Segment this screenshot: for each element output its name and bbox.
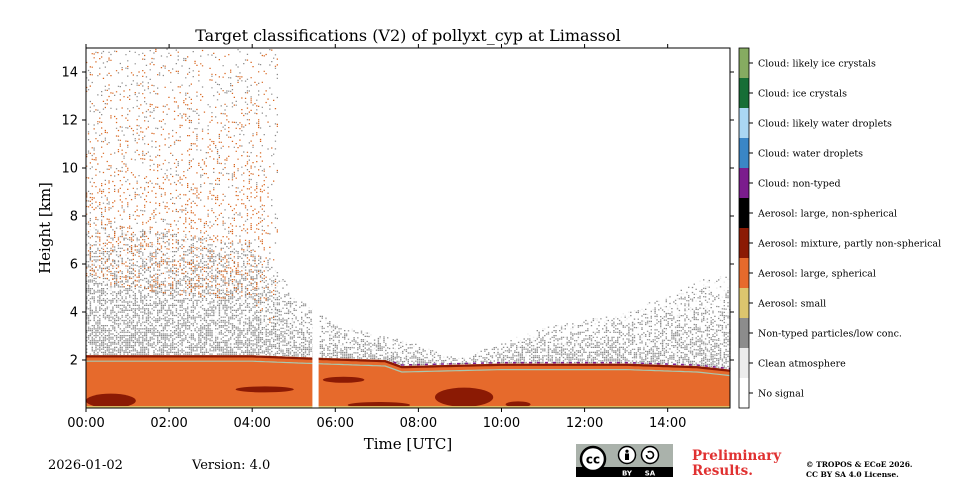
legend-label: Non-typed particles/low conc. [758,329,902,340]
version-label: Version: 4.0 [192,458,271,473]
aerosol-mixture-patch [86,393,136,408]
x-tick-label: 08:00 [400,416,437,431]
y-tick-label: 4 [70,306,78,321]
legend-swatch [739,78,749,108]
by-icon-head [625,449,629,453]
legend-swatch [739,48,749,78]
legend-swatch [739,138,749,168]
legend-label: Cloud: water droplets [758,149,863,160]
cc-icon-text: cc [586,453,600,467]
legend-label: Cloud: non-typed [758,179,841,190]
data-gap [312,48,319,408]
legend-label: No signal [758,389,804,400]
small-aerosol-edge [86,360,731,377]
aerosol-mixture-patch [505,401,531,408]
legend-swatch [739,318,749,348]
y-tick-label: 2 [70,354,78,369]
legend-label: Aerosol: mixture, partly non-spherical [757,239,941,250]
copyright-line-2: CC BY SA 4.0 License. [806,470,899,479]
y-tick-label: 8 [70,210,78,225]
chart-title: Target classifications (V2) of pollyxt_c… [195,26,621,45]
x-tick-label: 00:00 [67,416,104,431]
cloud-non-typed-edge [393,361,731,370]
aerosol-mixture-patch [435,387,494,407]
legend-label: Cloud: ice crystals [758,89,847,100]
legend-label: Aerosol: large, non-spherical [757,209,897,220]
y-tick-label: 6 [70,258,78,273]
copyright-note: © TROPOS & ECoE 2026. CC BY SA 4.0 Licen… [806,460,913,480]
aerosol-small-ground-strip [86,406,730,408]
legend-swatch [739,228,749,258]
by-label: BY [622,470,633,478]
non-typed-pixels [86,48,731,371]
class-colorbar-legend: No signal Clean atmosphere Non-typed parti… [738,47,941,409]
legend-swatch [739,198,749,228]
aerosol-large-spherical-layer [86,355,730,408]
preliminary-results-note: Preliminary Results. [692,449,781,479]
aerosol-mixture-patch [322,376,365,383]
boundary-layer [86,48,731,408]
x-axis-label: Time [UTC] [364,435,453,453]
preliminary-line-1: Preliminary [692,448,782,464]
badge-lower-strip [576,467,673,477]
legend-swatch [739,168,749,198]
x-tick-label: 02:00 [150,416,187,431]
x-tick-label: 14:00 [649,416,686,431]
plot-background [86,48,730,408]
date-label: 2026-01-02 [48,458,123,473]
x-tick-label: 06:00 [317,416,354,431]
aerosol-mixture-patch [235,386,294,393]
y-tick-label: 12 [61,114,78,129]
x-tick-label: 04:00 [233,416,270,431]
legend-label: Cloud: likely water droplets [758,119,892,130]
y-tick-label: 14 [61,66,78,81]
by-icon-body [625,453,629,460]
mixture-layer-top-edge [86,355,731,372]
aerosol-large-spherical-pixels [86,48,278,323]
plot-frame [85,47,731,409]
classification-pixels [86,48,731,371]
legend-frame [738,47,750,409]
legend-swatch [739,348,749,378]
x-axis: 00:00 02:00 04:00 06:00 08:00 10:00 12:00 14:00 [67,44,686,431]
plot-area [85,47,731,409]
legend-label: Clean atmosphere [758,359,846,370]
y-tick-label: 10 [61,162,78,177]
x-tick-label: 12:00 [566,416,603,431]
legend-swatch [739,378,749,408]
sa-icon-arrow [645,450,655,460]
legend-swatch [739,108,749,138]
copyright-line-1: © TROPOS & ECoE 2026. [806,460,913,469]
sa-label: SA [645,470,656,478]
cc-by-sa-badge: cc BY SA [576,444,673,477]
legend-label: Aerosol: large, spherical [757,269,876,280]
legend-label: Aerosol: small [757,299,826,310]
x-tick-label: 10:00 [483,416,520,431]
legend-swatch [739,288,749,318]
y-axis-label: Height [km] [36,182,54,274]
legend-label: Cloud: likely ice crystals [758,59,876,70]
preliminary-line-2: Results. [692,463,753,479]
sa-icon [640,445,660,465]
y-axis: 2 4 6 8 10 12 14 [61,66,734,369]
cc-icon [579,445,607,473]
legend-swatch [739,258,749,288]
